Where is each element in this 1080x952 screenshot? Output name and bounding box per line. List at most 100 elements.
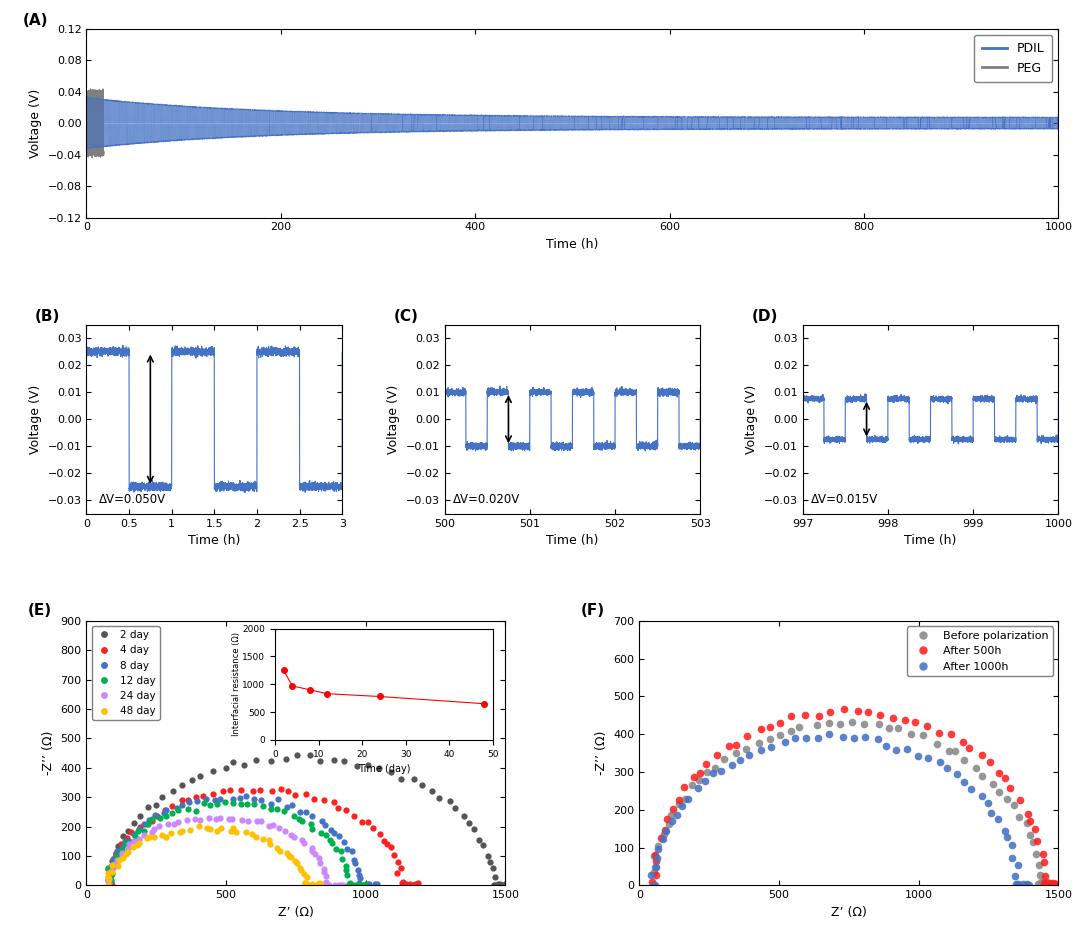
After 500h [1049, 879, 1062, 890]
Text: (B): (B) [36, 308, 60, 324]
24 day [102, 876, 114, 887]
Line: 12 day: 12 day [105, 799, 368, 888]
After 500h [646, 876, 659, 887]
4 day [102, 874, 114, 885]
12 day [278, 805, 291, 817]
2 day [433, 792, 446, 803]
X-axis label: Time (h): Time (h) [188, 534, 241, 547]
8 day [370, 878, 383, 889]
4 day [318, 795, 330, 806]
8 day [352, 879, 365, 890]
Text: (C): (C) [393, 308, 418, 324]
48 day [102, 880, 114, 891]
4 day [340, 804, 353, 816]
12 day [103, 879, 116, 890]
Text: ΔV=0.050V: ΔV=0.050V [99, 493, 166, 506]
8 day [191, 795, 204, 806]
PEG [84, 83, 97, 94]
2 day [502, 880, 515, 891]
PEG [85, 152, 98, 164]
2 day [416, 780, 429, 791]
8 day [103, 878, 116, 889]
24 day [180, 814, 193, 825]
2 day [238, 760, 251, 771]
2 day [104, 870, 117, 882]
4 day [206, 788, 219, 800]
Line: After 500h: After 500h [649, 705, 1059, 889]
48 day [192, 821, 205, 832]
X-axis label: Time (h): Time (h) [546, 534, 598, 547]
Line: 8 day: 8 day [106, 793, 380, 888]
Line: 4 day: 4 day [105, 786, 421, 888]
12 day [347, 880, 360, 891]
PEG [80, 116, 93, 128]
48 day [245, 829, 258, 841]
12 day [190, 805, 203, 817]
48 day [262, 835, 275, 846]
Line: After 1000h: After 1000h [648, 730, 1032, 889]
Y-axis label: -Z’’ (Ω): -Z’’ (Ω) [595, 731, 608, 775]
Before polarization [1021, 818, 1034, 829]
Y-axis label: Voltage (V): Voltage (V) [29, 385, 42, 454]
After 500h [785, 710, 798, 722]
Text: (E): (E) [28, 604, 52, 619]
X-axis label: Z’ (Ω): Z’ (Ω) [278, 905, 314, 919]
After 500h [1044, 880, 1057, 891]
2 day [104, 876, 117, 887]
4 day [274, 783, 287, 795]
Text: (A): (A) [24, 12, 49, 28]
24 day [313, 852, 326, 863]
Text: ΔV=0.020V: ΔV=0.020V [453, 493, 521, 506]
After 1000h [648, 880, 661, 891]
48 day [174, 826, 187, 838]
24 day [335, 880, 348, 891]
12 day [219, 796, 232, 807]
Before polarization [648, 866, 661, 878]
2 day [291, 749, 303, 761]
Line: 2 day: 2 day [105, 751, 514, 888]
After 1000h [823, 728, 836, 740]
8 day [346, 845, 359, 857]
Before polarization [1034, 880, 1047, 891]
Line: 48 day: 48 day [105, 823, 324, 888]
48 day [314, 878, 327, 889]
Before polarization [958, 754, 971, 765]
24 day [287, 831, 300, 843]
48 day [271, 843, 284, 854]
12 day [306, 823, 319, 835]
8 day [103, 874, 116, 885]
Y-axis label: Voltage (V): Voltage (V) [387, 385, 400, 454]
Before polarization [930, 738, 943, 749]
48 day [103, 873, 116, 884]
After 1000h [779, 737, 792, 748]
After 500h [984, 756, 997, 767]
4 day [355, 816, 368, 827]
4 day [411, 878, 424, 889]
Before polarization [1049, 878, 1062, 889]
After 500h [837, 704, 850, 715]
PEG [97, 148, 110, 159]
2 day [504, 879, 517, 890]
PEG [93, 150, 106, 162]
2 day [473, 835, 486, 846]
12 day [295, 815, 308, 826]
Y-axis label: Voltage (V): Voltage (V) [745, 385, 758, 454]
PEG [81, 90, 94, 102]
4 day [384, 842, 397, 853]
Text: (D): (D) [752, 308, 778, 324]
48 day [291, 858, 303, 869]
PEG [91, 148, 104, 159]
After 500h [933, 727, 946, 739]
12 day [359, 879, 372, 890]
X-axis label: Time (h): Time (h) [904, 534, 957, 547]
Legend: Before polarization, After 500h, After 1000h: Before polarization, After 500h, After 1… [907, 626, 1053, 676]
Before polarization [846, 716, 859, 727]
After 500h [963, 742, 976, 753]
4 day [106, 880, 119, 891]
8 day [319, 819, 332, 830]
After 1000h [645, 869, 658, 881]
Y-axis label: -Z’’ (Ω): -Z’’ (Ω) [42, 731, 55, 775]
Line: Before polarization: Before polarization [650, 718, 1058, 889]
After 1000h [958, 776, 971, 787]
After 1000h [940, 763, 953, 774]
